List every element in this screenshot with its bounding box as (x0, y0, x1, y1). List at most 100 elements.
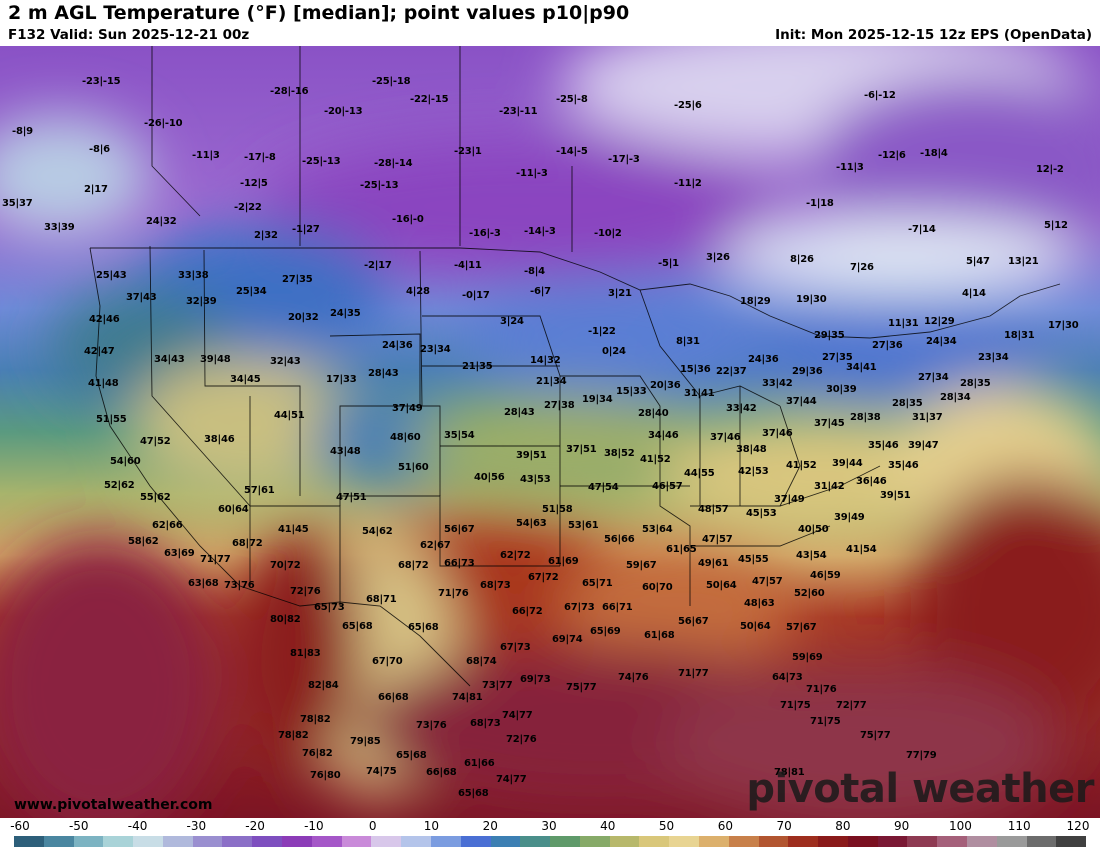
point-value: 81|83 (290, 648, 321, 659)
point-value: 73|77 (482, 680, 513, 691)
point-value: 79|85 (350, 736, 381, 747)
point-value: 38|48 (736, 444, 767, 455)
point-value: 67|73 (564, 602, 595, 613)
point-value: 20|32 (288, 312, 319, 323)
point-value: 41|52 (786, 460, 817, 471)
point-value: 69|74 (552, 634, 583, 645)
point-value: -1|22 (588, 326, 616, 337)
point-value: 73|76 (416, 720, 447, 731)
point-value: 22|37 (716, 366, 747, 377)
legend-tick-label: 110 (1007, 819, 1031, 833)
point-value: 45|55 (738, 554, 769, 565)
point-value: -23|1 (454, 146, 482, 157)
legend-tick-label: 90 (894, 819, 910, 833)
point-value: 71|77 (200, 554, 231, 565)
point-value: -11|2 (674, 178, 702, 189)
legend-swatch (490, 836, 521, 847)
legend-tick-label: 100 (948, 819, 972, 833)
point-value: 57|67 (786, 622, 817, 633)
point-value: 75|77 (860, 730, 891, 741)
point-value: 30|39 (826, 384, 857, 395)
point-value: 46|59 (810, 570, 841, 581)
point-value: 69|73 (520, 674, 551, 685)
point-value: 65|69 (590, 626, 621, 637)
point-value: -12|5 (240, 178, 268, 189)
point-value: 25|43 (96, 270, 127, 281)
point-value: 71|76 (438, 588, 469, 599)
point-value: 56|67 (678, 616, 709, 627)
point-value: 27|38 (544, 400, 575, 411)
point-value: 65|68 (458, 788, 489, 799)
point-value: 47|51 (336, 492, 367, 503)
point-value: -20|-13 (324, 106, 363, 117)
legend-swatch (579, 836, 610, 847)
legend-swatch (192, 836, 223, 847)
point-value: -17|-8 (244, 152, 276, 163)
point-value: 7|26 (850, 262, 874, 273)
point-value: 12|-2 (1036, 164, 1064, 175)
legend-swatch (907, 836, 938, 847)
point-value: -6|-12 (864, 90, 896, 101)
point-value: 54|63 (516, 518, 547, 529)
legend-swatch (728, 836, 759, 847)
point-value: 34|46 (648, 430, 679, 441)
point-value: 73|76 (224, 580, 255, 591)
point-value: 68|73 (470, 718, 501, 729)
point-value: 37|51 (566, 444, 597, 455)
point-value: -7|14 (908, 224, 936, 235)
point-value: -2|22 (234, 202, 262, 213)
point-value: 33|42 (726, 403, 757, 414)
point-value: 67|70 (372, 656, 403, 667)
point-value: 32|39 (186, 296, 217, 307)
point-value: 78|82 (278, 730, 309, 741)
legend-tick-label: 50 (658, 819, 675, 833)
point-value: 62|66 (152, 520, 183, 531)
point-value: 54|62 (362, 526, 393, 537)
point-value: 4|28 (406, 286, 430, 297)
point-value: 24|36 (382, 340, 413, 351)
point-value: 27|35 (282, 274, 313, 285)
legend-swatch (877, 836, 908, 847)
point-value: -23|-11 (499, 106, 538, 117)
point-value: 33|42 (762, 378, 793, 389)
point-value: 64|73 (772, 672, 803, 683)
point-value: 61|68 (644, 630, 675, 641)
point-value: 37|43 (126, 292, 157, 303)
color-blobs (0, 46, 1100, 818)
point-value: -4|11 (454, 260, 482, 271)
point-value: 74|77 (496, 774, 527, 785)
point-value: 41|45 (278, 524, 309, 535)
point-value: 48|63 (744, 598, 775, 609)
point-value: 61|69 (548, 556, 579, 567)
point-value: 23|34 (420, 344, 451, 355)
point-value: -5|1 (658, 258, 679, 269)
point-value: -25|-8 (556, 94, 588, 105)
point-value: 5|47 (966, 256, 990, 267)
legend-swatch (818, 836, 848, 847)
point-value: 74|77 (502, 710, 533, 721)
point-value: -0|17 (462, 290, 490, 301)
legend-swatch (430, 836, 461, 847)
point-value: 43|53 (520, 474, 551, 485)
point-value: -8|4 (524, 266, 545, 277)
point-value: 55|62 (140, 492, 171, 503)
boundaries (89, 46, 1061, 687)
point-value: -28|-14 (374, 158, 413, 169)
point-value: 39|47 (908, 440, 939, 451)
point-value: 8|31 (676, 336, 700, 347)
point-value: 32|43 (270, 356, 301, 367)
legend-swatch (43, 836, 74, 847)
website-label: www.pivotalweather.com (14, 797, 213, 813)
point-value: 76|80 (310, 770, 341, 781)
point-value: 21|35 (462, 361, 493, 372)
point-value: 72|76 (290, 586, 321, 597)
point-value: 37|49 (392, 403, 423, 414)
point-value: 35|54 (444, 430, 475, 441)
point-value: 27|34 (918, 372, 949, 383)
point-value: 25|34 (236, 286, 267, 297)
point-value: 37|44 (786, 396, 817, 407)
point-value: -18|4 (920, 148, 948, 159)
legend-tick-label: -50 (68, 819, 89, 833)
legend-swatch (371, 836, 402, 847)
valid-time: F132 Valid: Sun 2025-12-21 00z (8, 27, 250, 43)
